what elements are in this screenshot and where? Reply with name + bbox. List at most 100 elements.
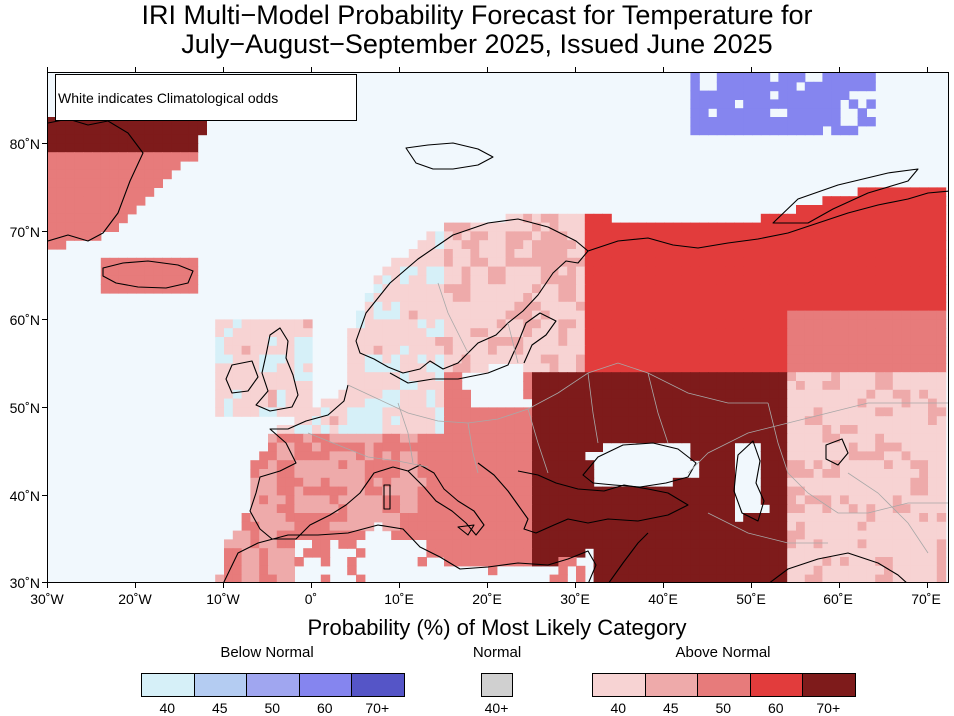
prob-cell: [523, 548, 533, 558]
prob-cell: [884, 266, 894, 276]
prob-cell: [831, 266, 841, 276]
prob-cell: [391, 257, 401, 268]
prob-cell: [620, 521, 630, 532]
prob-cell: [672, 222, 683, 232]
prob-cell: [540, 345, 551, 356]
prob-cell: [690, 231, 700, 241]
prob-cell: [796, 513, 806, 523]
prob-cell: [294, 407, 304, 417]
prob-cell: [787, 301, 797, 312]
prob-cell: [444, 381, 454, 391]
prob-cell: [250, 407, 260, 417]
prob-cell: [681, 548, 691, 558]
prob-cell: [620, 486, 630, 496]
prob-cell: [426, 381, 436, 391]
prob-cell: [620, 337, 630, 347]
prob-cell: [743, 372, 753, 382]
legend-below-swatch-0: [141, 673, 195, 697]
prob-cell: [928, 548, 938, 558]
prob-cell: [241, 539, 251, 549]
prob-cell: [400, 407, 410, 417]
prob-cell: [294, 363, 304, 373]
prob-cell: [787, 266, 797, 276]
prob-cell: [646, 266, 656, 276]
prob-cell: [919, 354, 929, 364]
prob-cell: [813, 398, 823, 408]
prob-cell: [919, 416, 929, 426]
prob-cell: [549, 363, 559, 373]
prob-cell: [919, 196, 929, 206]
prob-cell: [505, 557, 515, 567]
prob-cell: [602, 521, 612, 532]
prob-cell: [919, 389, 929, 400]
prob-cell: [760, 90, 771, 100]
prob-cell: [320, 521, 331, 532]
prob-cell: [276, 513, 287, 523]
prob-cell: [637, 328, 647, 338]
prob-cell: [285, 451, 295, 461]
prob-cell: [356, 521, 366, 532]
prob-cell: [708, 275, 718, 285]
prob-cell: [884, 275, 894, 285]
prob-cell: [514, 249, 524, 259]
prob-cell: [725, 90, 735, 100]
prob-cell: [681, 504, 691, 514]
prob-cell: [294, 337, 304, 347]
prob-cell: [646, 389, 656, 400]
prob-cell: [127, 196, 137, 206]
lat-label-80n: 80˚N: [9, 136, 40, 152]
prob-cell: [470, 477, 480, 488]
prob-cell: [743, 416, 753, 426]
prob-cell: [875, 469, 885, 479]
prob-cell: [576, 284, 586, 294]
prob-cell: [664, 310, 674, 320]
prob-cell: [479, 231, 489, 241]
prob-cell: [83, 161, 93, 171]
prob-cell: [92, 117, 102, 127]
prob-cell: [928, 222, 938, 232]
prob-cell: [303, 425, 313, 435]
prob-cell: [347, 328, 357, 338]
prob-cell: [628, 301, 639, 312]
prob-cell: [699, 108, 709, 118]
prob-cell: [848, 125, 859, 136]
prob-cell: [752, 425, 762, 435]
prob-cell: [831, 381, 841, 391]
prob-cell: [408, 433, 419, 444]
prob-cell: [884, 301, 894, 312]
prob-cell: [813, 548, 823, 558]
prob-cell: [840, 205, 850, 215]
prob-cell: [875, 337, 885, 347]
prob-cell: [813, 416, 823, 426]
prob-cell: [760, 117, 771, 127]
prob-cell: [400, 504, 410, 514]
prob-cell: [646, 284, 656, 294]
prob-cell: [892, 222, 903, 232]
prob-cell: [558, 328, 568, 338]
prob-cell: [892, 354, 903, 364]
prob-cell: [558, 407, 568, 417]
prob-cell: [558, 301, 568, 312]
prob-cell: [884, 310, 894, 320]
prob-cell: [866, 205, 876, 215]
prob-cell: [215, 354, 225, 364]
prob-cell: [734, 416, 744, 426]
prob-cell: [285, 345, 295, 356]
prob-cell: [681, 381, 691, 391]
prob-cell: [523, 257, 533, 268]
prob-cell: [822, 345, 832, 356]
prob-cell: [725, 345, 735, 356]
prob-cell: [866, 354, 876, 364]
prob-cell: [496, 513, 507, 523]
prob-cell: [549, 557, 559, 567]
prob-cell: [875, 328, 885, 338]
prob-cell: [567, 213, 577, 224]
prob-cell: [118, 205, 128, 215]
prob-cell: [532, 301, 542, 312]
prob-cell: [831, 513, 841, 523]
prob-cell: [875, 416, 885, 426]
prob-cell: [48, 169, 58, 180]
prob-cell: [109, 187, 119, 197]
prob-cell: [690, 372, 700, 382]
prob-cell: [268, 407, 278, 417]
